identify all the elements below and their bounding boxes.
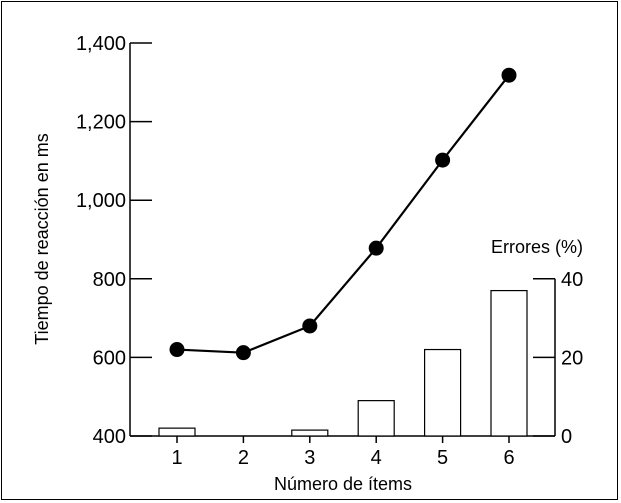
error-bar <box>291 429 329 437</box>
error-bar <box>158 427 196 437</box>
y-left-tick-label: 1,200 <box>76 112 126 134</box>
error-bar <box>490 289 528 437</box>
reaction-time-point <box>235 345 251 361</box>
reaction-time-line <box>176 74 510 354</box>
y-left-tick-label: 800 <box>93 269 126 291</box>
axes: 400 600 800 1,000 1,200 1,400 1 2 3 4 5 6 0 20 40 <box>76 33 583 469</box>
y-left-tick-label: 600 <box>93 347 126 369</box>
reaction-time-point <box>435 152 451 168</box>
x-tick-label: 2 <box>238 447 249 469</box>
x-tick-label: 1 <box>171 447 182 469</box>
y-left-axis-title: Tiempo de reacción en ms <box>32 133 52 344</box>
reaction-time-point <box>302 318 318 334</box>
y-right-tick-label: 20 <box>561 347 583 369</box>
reaction-time-series <box>169 67 517 361</box>
error-bars <box>158 289 528 437</box>
reaction-time-point <box>501 67 517 83</box>
x-tick-label: 4 <box>371 447 382 469</box>
y-left-tick-label: 400 <box>93 426 126 448</box>
y-right-axis-title: Errores (%) <box>491 237 583 257</box>
x-tick-label: 6 <box>503 447 514 469</box>
reaction-time-point <box>169 342 185 358</box>
y-left-tick-label: 1,000 <box>76 190 126 212</box>
y-left-tick-label: 1,400 <box>76 33 126 55</box>
reaction-time-point <box>368 240 384 256</box>
x-tick-label: 5 <box>437 447 448 469</box>
error-bar <box>357 400 395 437</box>
error-bar <box>424 348 462 437</box>
x-tick-label: 3 <box>304 447 315 469</box>
y-right-tick-label: 40 <box>561 269 583 291</box>
y-right-tick-label: 0 <box>561 426 572 448</box>
x-axis-title: Número de ítems <box>274 474 412 494</box>
